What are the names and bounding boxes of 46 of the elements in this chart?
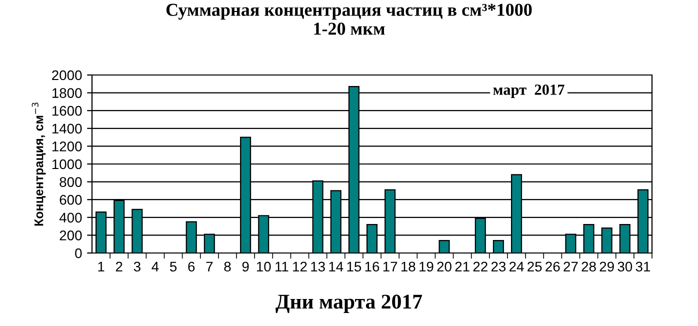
- y-tick-label: 200: [60, 230, 82, 240]
- x-tick-label: 8: [224, 262, 231, 272]
- x-tick-label: 1: [98, 262, 104, 272]
- x-tick-label: 29: [600, 262, 614, 272]
- x-tick-label: 28: [582, 262, 596, 272]
- y-tick-label: 1600: [52, 106, 82, 116]
- x-tick-label: 10: [256, 262, 271, 272]
- x-tick-label: 13: [311, 262, 325, 272]
- x-tick-label: 2: [116, 262, 122, 272]
- x-tick-label: 21: [455, 262, 470, 272]
- x-tick-label: 22: [473, 262, 488, 272]
- x-axis-title: Дни марта 2017: [276, 294, 422, 313]
- x-tick-label: 19: [420, 262, 434, 272]
- annotation: март 2017: [493, 84, 564, 98]
- x-tick-label: 6: [188, 262, 195, 272]
- x-tick-label: 11: [276, 262, 288, 272]
- y-tick-label: 800: [60, 177, 82, 187]
- x-tick-label: 4: [152, 262, 159, 272]
- x-tick-label: 20: [437, 262, 452, 272]
- x-tick-label: 16: [365, 262, 380, 272]
- x-tick-label: 26: [546, 262, 560, 272]
- x-tick-label: 24: [509, 262, 524, 272]
- x-tick-label: 17: [383, 262, 398, 272]
- y-tick-label: 1000: [52, 159, 82, 170]
- chart-title: Суммарная концентрация частиц в см³*1000 1-20 мкм: [166, 4, 532, 35]
- x-tick-label: 15: [347, 262, 362, 272]
- y-tick-label: 1400: [52, 124, 82, 134]
- y-tick-label: 400: [59, 212, 82, 223]
- y-axis-title: Концентрация, см$^{−3}$: [32, 102, 46, 226]
- x-tick-label: 18: [401, 262, 416, 272]
- y-tick-label: 1800: [52, 88, 82, 98]
- x-tick-label: 5: [170, 262, 177, 272]
- x-tick-label: 25: [528, 262, 542, 272]
- x-tick-label: 30: [618, 262, 632, 272]
- x-tick-label: 7: [206, 262, 213, 272]
- y-tick-label: 2000: [52, 70, 82, 80]
- x-tick-label: 14: [329, 262, 344, 272]
- x-tick-label: 9: [242, 262, 249, 272]
- x-tick-label: 3: [134, 262, 140, 272]
- y-tick-label: 1200: [52, 142, 82, 152]
- y-tick-label: 0: [75, 248, 82, 258]
- x-tick-label: 12: [293, 262, 307, 272]
- x-tick-label: 31: [636, 262, 650, 272]
- x-tick-label: 27: [564, 262, 578, 272]
- x-tick-label: 23: [491, 262, 506, 272]
- y-tick-label: 600: [60, 194, 82, 205]
